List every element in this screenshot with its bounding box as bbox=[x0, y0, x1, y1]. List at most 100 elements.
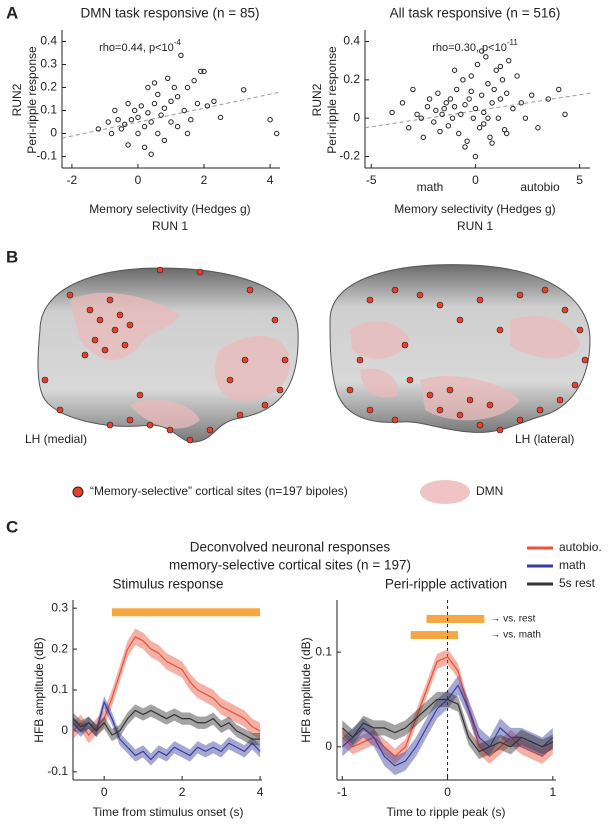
point bbox=[431, 119, 437, 125]
point bbox=[491, 86, 497, 93]
x-axis-label: Time from stimulus onset (s) bbox=[93, 805, 244, 819]
point bbox=[125, 142, 131, 148]
point bbox=[426, 96, 433, 102]
point bbox=[464, 138, 470, 144]
point bbox=[108, 130, 115, 137]
site-dot bbox=[516, 416, 524, 424]
point bbox=[456, 130, 462, 137]
point bbox=[95, 126, 102, 132]
site-dot bbox=[581, 356, 589, 364]
point bbox=[161, 105, 168, 111]
point bbox=[105, 119, 111, 125]
site-dot bbox=[556, 396, 564, 404]
point bbox=[522, 115, 529, 121]
point bbox=[514, 73, 520, 79]
y-axis-label: Peri-ripple response bbox=[25, 46, 39, 154]
site-dot bbox=[186, 436, 194, 444]
site-dot bbox=[106, 421, 114, 429]
x-tick-label: -1 bbox=[337, 785, 348, 799]
x-tick-label: 1 bbox=[549, 785, 556, 799]
point bbox=[503, 90, 510, 96]
site-dot bbox=[436, 406, 444, 414]
point bbox=[489, 140, 495, 146]
significance-label: → vs. math bbox=[490, 630, 541, 641]
point bbox=[194, 100, 201, 107]
site-dot bbox=[366, 406, 374, 414]
point bbox=[493, 67, 499, 73]
point bbox=[506, 57, 512, 64]
legend-label: math bbox=[559, 558, 586, 572]
y-tick-label: 0.4 bbox=[40, 34, 57, 48]
point bbox=[418, 115, 424, 121]
point bbox=[201, 68, 207, 75]
site-dot bbox=[416, 291, 424, 299]
point bbox=[483, 54, 489, 60]
site-dot bbox=[281, 356, 289, 364]
panel-title: memory-selective cortical sites (n = 197… bbox=[169, 558, 411, 573]
site-dot bbox=[446, 386, 454, 394]
point bbox=[406, 125, 412, 131]
point bbox=[545, 96, 552, 102]
point bbox=[174, 123, 181, 130]
site-dot bbox=[391, 286, 399, 294]
point bbox=[503, 130, 510, 137]
site-dot bbox=[146, 421, 154, 429]
point bbox=[443, 100, 449, 106]
point bbox=[437, 128, 443, 135]
site-dot bbox=[486, 401, 494, 409]
point bbox=[458, 111, 464, 118]
point bbox=[439, 111, 445, 118]
x-axis-label: Memory selectivity (Hedges g) bbox=[394, 202, 555, 216]
point bbox=[211, 98, 217, 105]
point bbox=[164, 75, 171, 82]
point bbox=[462, 144, 468, 150]
point bbox=[204, 103, 211, 109]
point bbox=[135, 114, 141, 121]
point bbox=[497, 96, 504, 102]
point bbox=[528, 92, 535, 98]
significance-bar bbox=[410, 631, 459, 640]
site-dot bbox=[346, 386, 354, 394]
x-tick-label: 0 bbox=[101, 785, 108, 799]
point bbox=[485, 80, 491, 87]
y-tick-label: 0.2 bbox=[343, 72, 360, 86]
point bbox=[217, 114, 224, 121]
site-dot bbox=[456, 316, 464, 324]
y-tick-label: 0.1 bbox=[51, 682, 68, 696]
trend-line bbox=[61, 91, 281, 139]
point bbox=[451, 103, 458, 110]
site-dot bbox=[366, 296, 374, 304]
point bbox=[495, 115, 502, 121]
site-dot bbox=[276, 386, 284, 394]
site-dot bbox=[206, 426, 214, 434]
site-dot bbox=[126, 321, 134, 329]
point bbox=[472, 105, 479, 112]
point bbox=[141, 144, 148, 151]
point bbox=[118, 126, 125, 132]
point bbox=[510, 105, 516, 112]
x-tick-label: 0 bbox=[472, 173, 479, 187]
legend-label: autobio. bbox=[559, 540, 602, 554]
y-tick-label: 0.1 bbox=[315, 644, 332, 658]
point bbox=[451, 67, 458, 73]
point bbox=[424, 103, 431, 110]
point bbox=[441, 105, 447, 112]
point bbox=[168, 98, 174, 105]
series-line bbox=[341, 698, 554, 753]
annotation: rho=0.30, p<10-11 bbox=[432, 38, 518, 54]
point bbox=[145, 110, 151, 116]
site-dot bbox=[561, 306, 569, 314]
panel-label: C bbox=[6, 517, 18, 536]
x-tick-label: 0 bbox=[135, 173, 142, 187]
site-dots bbox=[41, 266, 589, 444]
point bbox=[151, 100, 158, 107]
brain-medial bbox=[37, 267, 299, 443]
point bbox=[474, 61, 481, 68]
y-tick-label: 0 bbox=[325, 739, 332, 753]
error-band bbox=[73, 704, 261, 746]
point bbox=[562, 111, 568, 118]
y-axis-label: RUN2 bbox=[10, 83, 24, 116]
point bbox=[168, 119, 174, 125]
site-dot bbox=[106, 296, 114, 304]
point bbox=[518, 100, 524, 106]
